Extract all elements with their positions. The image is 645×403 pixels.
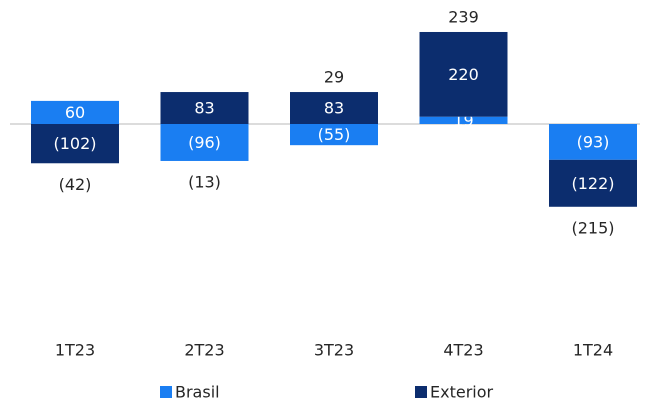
- total-label: 29: [324, 68, 344, 87]
- total-label: (13): [188, 172, 221, 191]
- bar-segment: [549, 124, 637, 160]
- legend-label: Exterior: [430, 383, 494, 402]
- bar-segment: [549, 159, 637, 207]
- bar-segment: [160, 124, 249, 161]
- total-label: 239: [448, 7, 479, 26]
- value-label: 83: [324, 99, 344, 118]
- x-tick-label: 3T23: [314, 341, 354, 360]
- legend-swatch: [415, 386, 427, 398]
- bar-segment: [31, 124, 119, 164]
- x-tick-label: 1T23: [55, 341, 95, 360]
- value-label: 220: [448, 65, 479, 84]
- legend-swatch: [160, 386, 172, 398]
- total-label: (42): [59, 175, 92, 194]
- value-label: (102): [53, 134, 96, 153]
- value-label: (96): [188, 133, 221, 152]
- value-label: (93): [577, 132, 610, 151]
- bar-segment: [31, 100, 119, 124]
- value-label: (122): [571, 174, 614, 193]
- x-tick-label: 4T23: [443, 341, 483, 360]
- x-tick-label: 2T23: [184, 341, 224, 360]
- bar-segment: [160, 92, 249, 124]
- value-label: (55): [318, 125, 351, 144]
- bar-segment: [290, 124, 378, 146]
- value-label: 60: [65, 103, 85, 122]
- legend-label: Brasil: [175, 383, 220, 402]
- value-label: 83: [194, 99, 214, 118]
- bar-segment: [290, 92, 378, 124]
- bar-segment: [419, 31, 508, 117]
- total-label: (215): [571, 218, 614, 237]
- x-tick-label: 1T24: [573, 341, 613, 360]
- bar-segment: [419, 116, 508, 124]
